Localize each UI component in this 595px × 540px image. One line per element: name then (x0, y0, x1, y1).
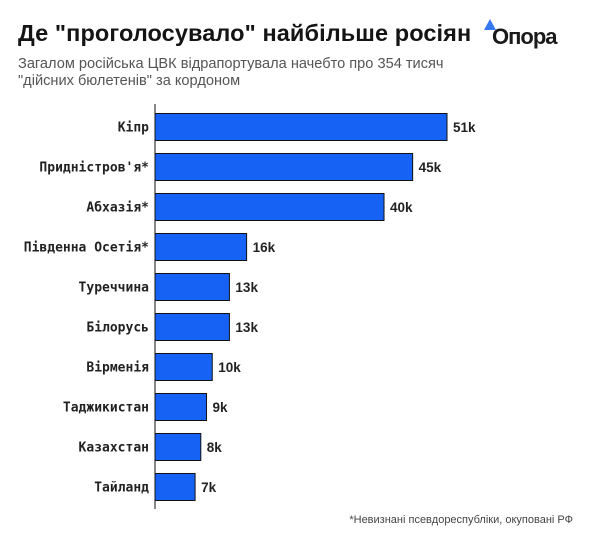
bar (154, 433, 202, 461)
value-label: 16k (253, 240, 276, 255)
bar (154, 193, 385, 221)
value-label: 45k (419, 160, 442, 175)
category-label: Білорусь (86, 321, 149, 336)
value-label: 40k (390, 200, 413, 215)
value-label: 51k (453, 120, 476, 135)
category-label: Вірменія (86, 361, 149, 376)
category-label: Абхазія* (86, 201, 149, 216)
footnote: *Невизнані псевдореспубліки, окуповані Р… (349, 514, 573, 526)
bar (154, 273, 230, 301)
value-label: 10k (218, 360, 241, 375)
bar (154, 233, 248, 261)
opora-logo: Опора (484, 19, 559, 49)
category-label: Казахстан (79, 441, 149, 456)
category-label: Придністров'я* (39, 161, 149, 176)
bar (154, 113, 448, 141)
bar (154, 393, 208, 421)
logo-triangle-icon (484, 19, 496, 30)
bar (154, 153, 414, 181)
subtitle-line-2: "дійсних бюлетенів" за кордоном (18, 73, 241, 89)
category-label: Кіпр (118, 121, 149, 136)
chart-title: Де "проголосувало" найбільше росіян (18, 20, 472, 46)
category-label: Південна Осетія* (24, 241, 149, 256)
category-label: Туреччина (79, 281, 150, 296)
subtitle-line-1: Загалом російська ЦВК відрапортувала нач… (18, 56, 444, 72)
bar (154, 353, 213, 381)
bar (154, 313, 230, 341)
value-label: 7k (201, 480, 217, 495)
chart-subtitle: Загалом російська ЦВК відрапортувала нач… (18, 56, 444, 90)
logo-text: Опора (492, 24, 558, 49)
value-label: 8k (207, 440, 223, 455)
value-label: 13k (235, 280, 258, 295)
category-label: Таджикистан (63, 401, 149, 416)
category-label: Тайланд (94, 481, 149, 496)
value-label: 13k (235, 320, 258, 335)
bar (154, 473, 196, 501)
bars-layer: Кіпр 51k Придністров'я* 45k Абхазія* 40k Півде… (24, 113, 476, 501)
value-label: 9k (213, 400, 229, 415)
